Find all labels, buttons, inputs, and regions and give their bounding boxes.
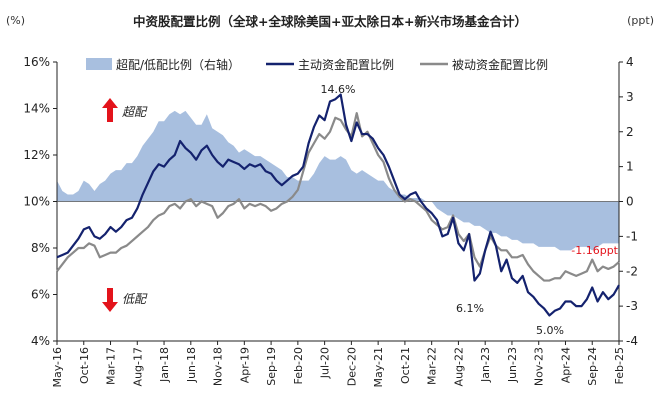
x-tick-label: Jan-23: [479, 347, 492, 383]
annotation-latest: -1.16ppt: [571, 244, 618, 257]
left-tick-label: 12%: [23, 148, 50, 162]
right-tick-label: 2: [626, 125, 634, 139]
legend-label-passive: 被动资金配置比例: [452, 57, 548, 72]
chart-title: 中资股配置比例（全球+全球除美国+亚太除日本+新兴市场基金合计）: [133, 14, 527, 29]
x-tick-label: Oct-16: [78, 347, 91, 384]
overweight-label: 超配: [122, 105, 148, 119]
x-tick-label: Oct-21: [399, 347, 412, 384]
legend: 超配/低配比例（右轴） 主动资金配置比例 被动资金配置比例: [86, 57, 548, 72]
right-tick-label: -1: [626, 229, 638, 243]
right-tick-label: -3: [626, 299, 638, 313]
down-arrow-icon: [102, 288, 118, 312]
up-arrow-icon: [102, 98, 118, 122]
left-tick-label: 14%: [23, 102, 50, 116]
series-line-active: [56, 93, 620, 317]
underweight-indicator: 低配: [102, 288, 148, 312]
left-tick-label: 8%: [31, 241, 50, 255]
x-tick-label: Jun-18: [185, 347, 198, 383]
annotation-mid-low: 6.1%: [456, 302, 484, 315]
right-tick-label: -2: [626, 264, 638, 278]
x-tick-label: Sep-24: [586, 347, 599, 386]
left-tick-label: 4%: [31, 334, 50, 348]
right-tick-label: -4: [626, 334, 638, 348]
annotation-low: 5.0%: [536, 324, 564, 337]
x-tick-label: Mar-22: [426, 347, 439, 385]
line-layer: [56, 93, 620, 317]
underweight-label: 低配: [122, 292, 148, 306]
legend-swatch-area: [86, 58, 112, 70]
legend-label-active: 主动资金配置比例: [298, 57, 394, 72]
x-tick-label: Mar-17: [105, 347, 118, 385]
left-tick-label: 16%: [23, 55, 50, 69]
series-line-passive: [56, 112, 620, 282]
x-tick-label: Jan-18: [158, 347, 171, 383]
overweight-area-layer: [57, 110, 619, 251]
right-tick-label: 3: [626, 90, 634, 104]
annotation-peak: 14.6%: [321, 83, 356, 96]
x-tick-label: Apr-19: [238, 347, 251, 383]
x-tick-label: May-16: [51, 347, 64, 388]
x-tick-label: Feb-20: [292, 347, 305, 384]
legend-label-area: 超配/低配比例（右轴）: [116, 57, 240, 72]
tick-label-layer: 4% 6% 8% 10% 12% 14% 16% -4 -3 -2 -1 0 1 2 3 4 May-16 Oct…: [23, 55, 638, 388]
right-tick-label: 0: [626, 195, 634, 209]
x-tick-label: Aug-22: [452, 347, 465, 386]
x-tick-label: Nov-18: [212, 347, 225, 386]
x-tick-label: Aug-17: [131, 347, 144, 386]
x-tick-label: Sep-19: [265, 347, 278, 386]
overweight-indicator: 超配: [102, 98, 148, 122]
left-tick-label: 10%: [23, 195, 50, 209]
right-tick-label: 1: [626, 160, 634, 174]
x-tick-label: Dec-20: [345, 347, 358, 386]
x-tick-label: Jul-20: [319, 347, 332, 379]
series-area-overweight: [57, 110, 619, 251]
left-axis-unit: (%): [6, 14, 25, 27]
right-tick-label: 4: [626, 55, 634, 69]
x-tick-label: May-21: [372, 347, 385, 388]
right-axis-unit: (ppt): [627, 14, 654, 27]
x-tick-label: Nov-23: [533, 347, 546, 386]
x-tick-label: Feb-25: [613, 347, 626, 384]
x-tick-label: Apr-24: [559, 347, 572, 383]
left-tick-label: 6%: [31, 288, 50, 302]
x-tick-label: Jun-23: [506, 347, 519, 383]
